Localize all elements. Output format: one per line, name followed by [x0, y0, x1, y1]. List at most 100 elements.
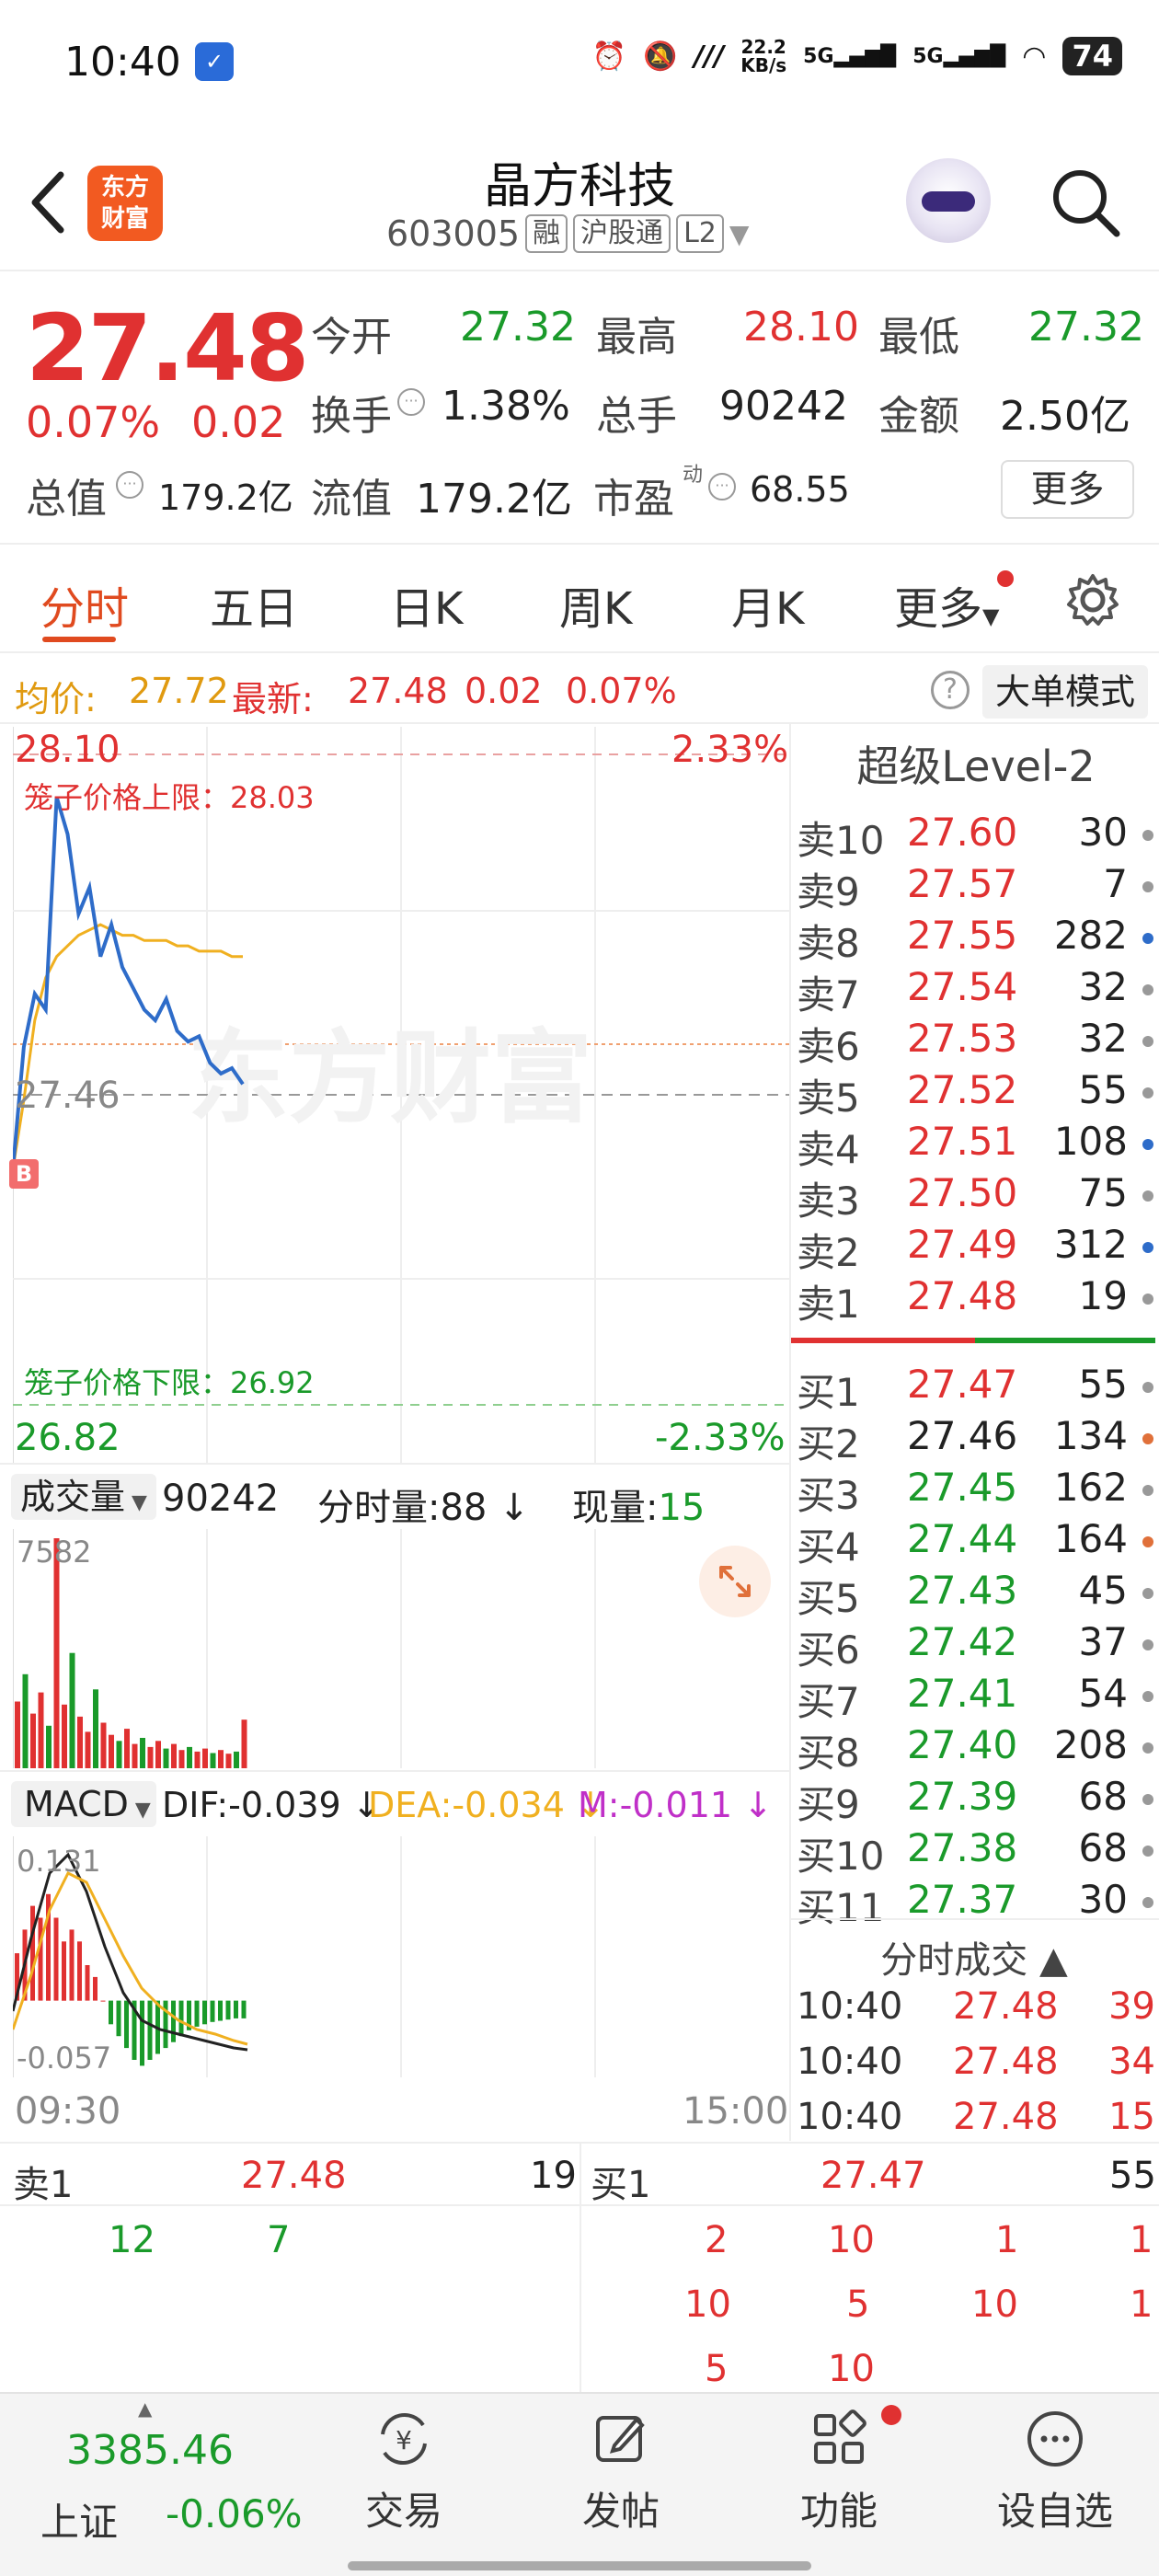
macd-chart[interactable]: [13, 1836, 789, 2077]
queue-bid-order: 5: [846, 2283, 870, 2326]
ask-volume: 75: [1078, 1170, 1128, 1215]
pe-dynamic-tag: 动: [683, 464, 704, 487]
float-cap-value: 179.2亿: [416, 476, 572, 523]
signal-icon-2: 5G▂▄▆█: [912, 44, 1006, 68]
ask-row[interactable]: 卖3 27.50 75: [797, 1170, 1157, 1224]
expand-up-icon[interactable]: ▲: [138, 2398, 153, 2420]
stock-code-row[interactable]: 603005 融 沪股通 L2 ▼: [386, 213, 749, 254]
ask-row[interactable]: 卖6 27.53 32: [797, 1016, 1157, 1069]
order-flag-dot: [1142, 830, 1153, 841]
queue-split: [580, 2144, 581, 2392]
bid-row[interactable]: 买4 27.44 164: [797, 1516, 1157, 1570]
header: 东方 财富 晶方科技 603005 融 沪股通 L2 ▼: [0, 138, 1159, 271]
macd-bar: [100, 2000, 106, 2002]
more-button[interactable]: 更多: [1001, 460, 1134, 519]
bid-row[interactable]: 买2 27.46 134: [797, 1413, 1157, 1466]
pe-value: 68.55: [750, 469, 850, 510]
price-line: [13, 796, 245, 1170]
volume-selector[interactable]: 成交量 ▼: [11, 1474, 156, 1520]
bid-row[interactable]: 买10 27.38 68: [797, 1825, 1157, 1879]
bid-row[interactable]: 买11 27.37 30: [797, 1877, 1157, 1930]
dropdown-icon[interactable]: ▼: [729, 218, 750, 249]
macd-selector[interactable]: MACD ▼: [11, 1781, 156, 1827]
time-start: 09:30: [15, 2090, 121, 2133]
chart-grid: [13, 727, 789, 1463]
ask-row[interactable]: 卖2 27.49 312: [797, 1222, 1157, 1275]
info-icon[interactable]: ···: [116, 471, 143, 499]
ask-row[interactable]: 卖5 27.52 55: [797, 1067, 1157, 1121]
bid-row[interactable]: 买6 27.42 37: [797, 1619, 1157, 1673]
volume-bar: [109, 1734, 114, 1768]
ask-row[interactable]: 卖10 27.60 30: [797, 810, 1157, 863]
ask-volume: 108: [1053, 1119, 1128, 1164]
bid-volume: 45: [1078, 1568, 1128, 1613]
bid-row[interactable]: 买5 27.43 45: [797, 1568, 1157, 1621]
ask-row[interactable]: 卖8 27.55 282: [797, 913, 1157, 966]
tab-five-day[interactable]: 五日: [210, 583, 299, 635]
ask-level-label: 卖1: [797, 1282, 860, 1327]
ask-price: 27.50: [907, 1170, 1018, 1215]
volume-bar: [22, 1673, 29, 1768]
search-button[interactable]: [1049, 166, 1122, 239]
order-book-title[interactable]: 超级Level-2: [856, 742, 1096, 791]
tab-weekly-k[interactable]: 周K: [559, 583, 633, 635]
ask-row[interactable]: 卖4 27.51 108: [797, 1119, 1157, 1172]
tab-daily-k[interactable]: 日K: [390, 583, 464, 635]
nav-post[interactable]: 发帖: [561, 2407, 681, 2536]
index-value[interactable]: 3385.46: [66, 2427, 234, 2474]
buy-marker[interactable]: B: [9, 1159, 39, 1189]
expand-button[interactable]: [699, 1546, 771, 1617]
nav-functions[interactable]: 功能: [779, 2407, 899, 2536]
volume-bar: [147, 1746, 154, 1768]
last-price: 27.48: [26, 294, 309, 402]
macd-dea-line: [13, 1870, 248, 2046]
volume-bar: [77, 1716, 83, 1768]
queue-ask-order: 12: [109, 2219, 155, 2261]
bid-row[interactable]: 买9 27.39 68: [797, 1774, 1157, 1827]
macd-bar: [69, 1929, 75, 2001]
app-logo[interactable]: 东方 财富: [87, 166, 163, 241]
volume-max-label: 7582: [17, 1535, 92, 1570]
order-flag-dot: [1142, 1897, 1153, 1908]
intraday-price-chart[interactable]: 东方财富: [13, 727, 789, 1463]
bid-row[interactable]: 买3 27.45 162: [797, 1465, 1157, 1518]
volume-bar: [163, 1748, 169, 1768]
help-icon[interactable]: ?: [931, 671, 970, 709]
nav-add-watchlist[interactable]: 设自选: [995, 2407, 1115, 2536]
order-flag-dot: [1142, 1036, 1153, 1047]
back-button[interactable]: [26, 166, 72, 239]
tab-more[interactable]: 更多▼: [894, 583, 1000, 635]
ticks-title[interactable]: 分时成交 ▲: [880, 1939, 1068, 1982]
expand-icon: [719, 1566, 751, 1597]
queue-bid-order: 5: [705, 2348, 729, 2390]
bid-row[interactable]: 买1 27.47 55: [797, 1362, 1157, 1415]
info-icon[interactable]: ···: [708, 473, 736, 500]
bid-row[interactable]: 买7 27.41 54: [797, 1671, 1157, 1724]
tab-monthly-k[interactable]: 月K: [731, 583, 805, 635]
macd-bar: [77, 1941, 82, 2001]
net-speed: 22.2 KB/s: [740, 36, 787, 76]
settings-button[interactable]: [1063, 570, 1122, 629]
ask-row[interactable]: 卖9 27.57 7: [797, 861, 1157, 914]
bid-row[interactable]: 买8 27.40 208: [797, 1722, 1157, 1776]
tab-intraday[interactable]: 分时: [40, 583, 130, 635]
chart-ref-price: 27.46: [15, 1075, 120, 1117]
order-flag-dot: [1142, 933, 1153, 944]
queue-bid-volume: 55: [1109, 2155, 1156, 2197]
macd-bar: [218, 2000, 223, 2021]
macd-dif: DIF:-0.039 ↓: [162, 1785, 382, 1825]
volume-bar: [140, 1738, 145, 1768]
ask-price: 27.53: [907, 1016, 1018, 1061]
order-flag-dot: [1142, 1742, 1153, 1754]
order-flag-dot: [1142, 1433, 1153, 1444]
ask-row[interactable]: 卖7 27.54 32: [797, 964, 1157, 1018]
apps-icon: [814, 2409, 866, 2464]
nav-trade[interactable]: ¥ 交易: [344, 2407, 464, 2536]
big-order-mode-button[interactable]: 大单模式: [982, 665, 1148, 719]
ask-row[interactable]: 卖1 27.48 19: [797, 1273, 1157, 1327]
info-icon[interactable]: ···: [397, 388, 425, 416]
avg-value: 27.72: [129, 671, 229, 711]
ask-price: 27.57: [907, 861, 1018, 906]
home-indicator[interactable]: [348, 2561, 811, 2570]
volume-chart[interactable]: [13, 1529, 789, 1768]
